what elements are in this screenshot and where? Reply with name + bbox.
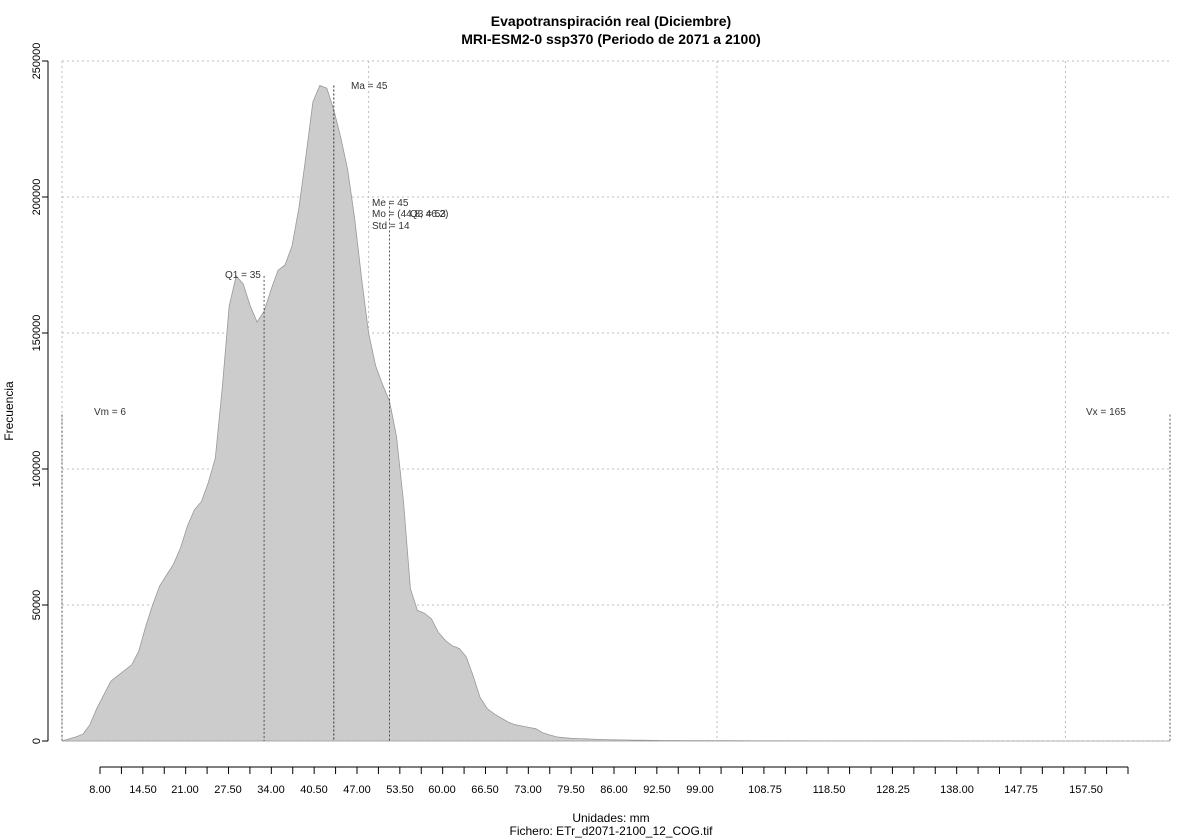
- x-tick-label-16: 118.50: [813, 784, 846, 796]
- x-tick-label-19: 147.75: [1004, 784, 1038, 796]
- x-tick-label-11: 79.50: [557, 784, 585, 796]
- annotation-vm: Vm = 6: [94, 407, 126, 418]
- chart-subtitle: MRI-ESM2-0 ssp370 (Periodo de 2071 a 210…: [461, 31, 761, 47]
- x-tick-label-3: 27.50: [214, 784, 242, 796]
- annotation-vx: Vx = 165: [1086, 407, 1126, 418]
- x-axis-label: Unidades: mm: [572, 811, 649, 825]
- x-tick-label-0: 8.00: [89, 784, 110, 796]
- chart-title: Evapotranspiración real (Diciembre): [491, 13, 731, 29]
- x-tick-label-14: 99.00: [686, 784, 714, 796]
- x-tick-label-2: 21.00: [171, 784, 199, 796]
- x-tick-label-9: 66.50: [471, 784, 499, 796]
- y-axis-label: Frecuencia: [2, 381, 16, 441]
- x-tick-label-13: 92.50: [643, 784, 671, 796]
- annotation-std: Std = 14: [372, 221, 410, 232]
- x-tick-label-7: 53.50: [386, 784, 414, 796]
- density-area: [61, 84, 1170, 742]
- x-tick-label-18: 138.00: [940, 784, 974, 796]
- x-tick-label-5: 40.50: [300, 784, 328, 796]
- annotation-mo: Mo = (44.8, 46.2): [372, 209, 448, 220]
- x-axis: 8.00 14.50 21.00 27.50 34.00 40.50 47.00 53.50 6…: [89, 766, 1129, 796]
- x-tick-label-17: 128.25: [876, 784, 910, 796]
- annotation-ma: Ma = 45: [351, 81, 388, 92]
- density-area-path: [61, 84, 1170, 742]
- x-tick-label-20: 157.50: [1069, 784, 1103, 796]
- x-tick-label-10: 73.00: [514, 784, 542, 796]
- file-footer: Fichero: ETr_d2071-2100_12_COG.tif: [510, 824, 714, 838]
- x-tick-label-15: 108.75: [748, 784, 782, 796]
- x-tick-label-8: 60.00: [428, 784, 456, 796]
- y-tick-label-3: 150000: [31, 315, 43, 352]
- annotation-q1: Q1 = 35: [225, 270, 261, 281]
- x-tick-label-1: 14.50: [129, 784, 157, 796]
- y-tick-label-5: 250000: [31, 43, 43, 80]
- y-tick-label-4: 200000: [31, 179, 43, 216]
- x-tick-label-6: 47.00: [343, 784, 371, 796]
- y-tick-label-1: 50000: [31, 590, 43, 621]
- x-tick-label-4: 34.00: [257, 784, 285, 796]
- y-tick-label-0: 0: [31, 738, 43, 744]
- y-axis: 0 50000 100000 150000 200000 250000: [31, 43, 49, 744]
- stat-lines: [61, 85, 1171, 741]
- y-tick-label-2: 100000: [31, 451, 43, 488]
- annotation-q3: Q3 = 53: [410, 209, 446, 220]
- x-tick-label-12: 86.00: [600, 784, 628, 796]
- annotation-me: Me = 45: [372, 198, 409, 209]
